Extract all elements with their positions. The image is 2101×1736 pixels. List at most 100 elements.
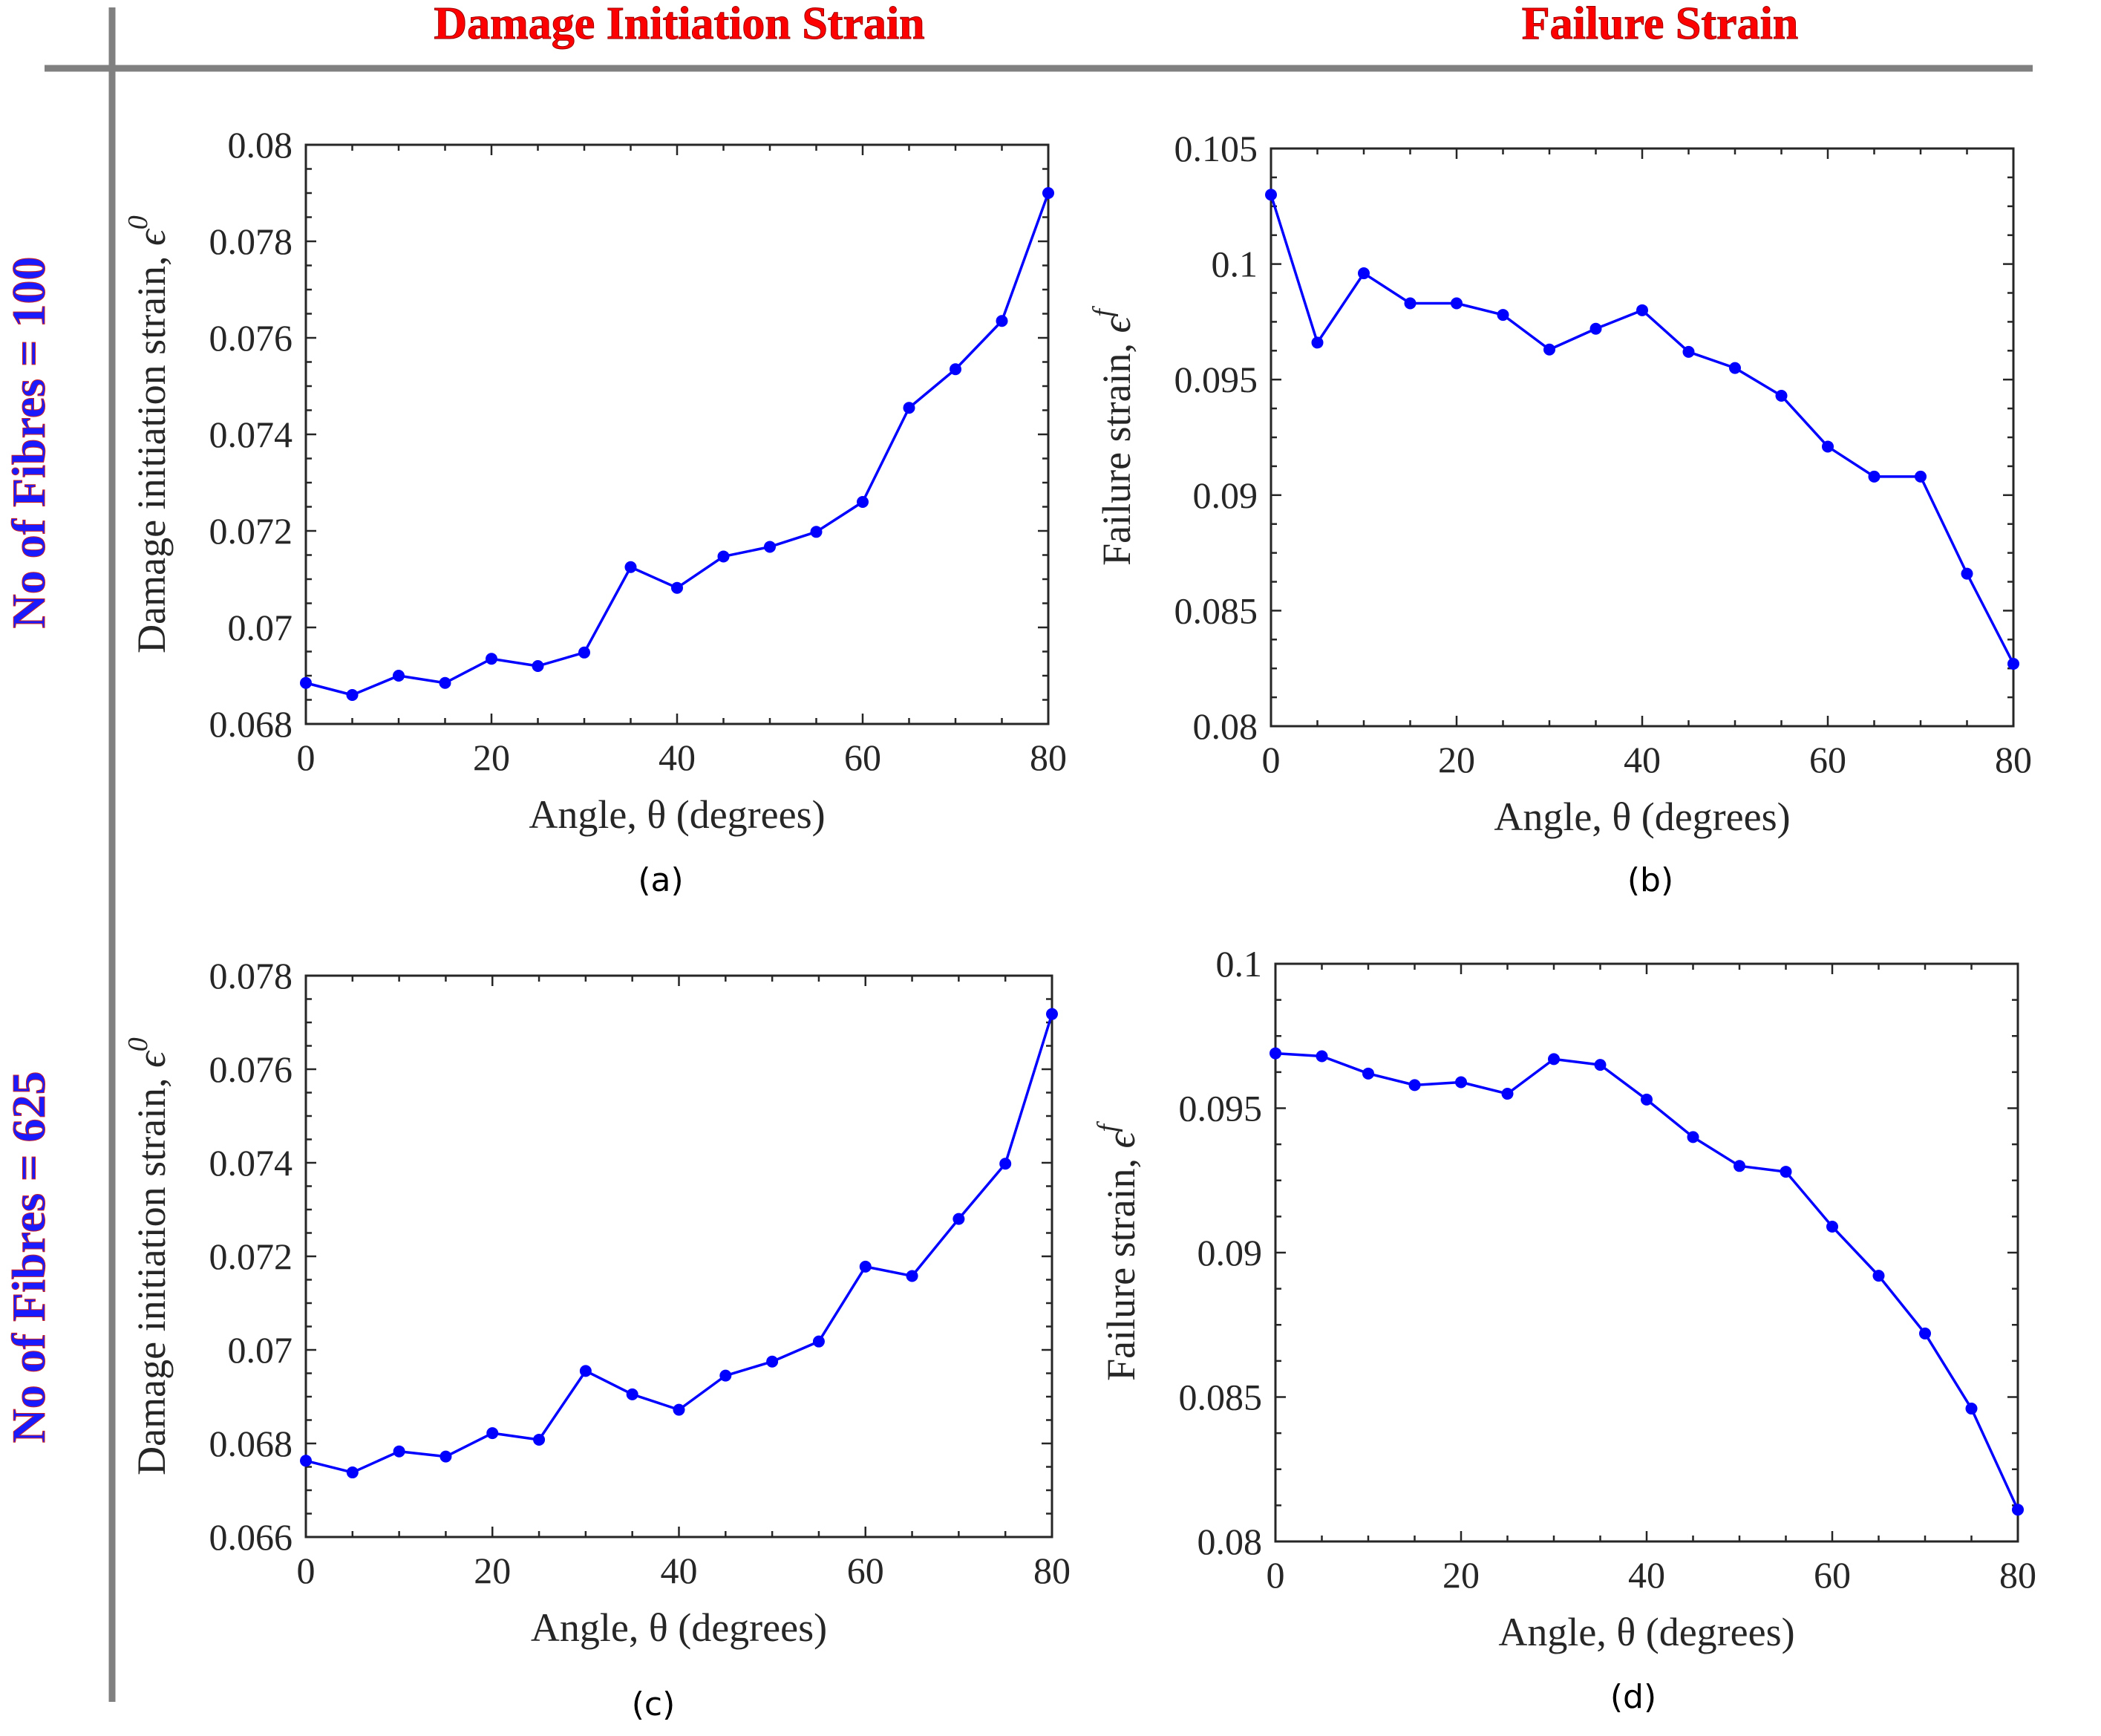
data-point — [671, 581, 683, 594]
data-point — [1775, 389, 1788, 402]
column-header-failure-strain: Failure Strain — [1522, 0, 1799, 49]
x-tick-label: 60 — [847, 1550, 884, 1591]
data-point — [1729, 362, 1741, 374]
data-point — [393, 1445, 405, 1458]
data-point — [486, 1427, 499, 1440]
x-tick-label: 0 — [1262, 739, 1281, 780]
y-tick-label: 0.076 — [209, 317, 293, 359]
data-point — [999, 1158, 1012, 1170]
x-tick-label: 20 — [474, 1550, 511, 1591]
x-tick-label: 80 — [1999, 1554, 2036, 1596]
y-tick-label: 0.1 — [1212, 244, 1258, 285]
y-axis-label-symbol: ϵ — [1099, 1130, 1143, 1148]
x-tick-label: 60 — [1809, 739, 1846, 780]
plot-frame — [1274, 962, 2019, 1543]
data-point — [1589, 322, 1602, 335]
y-tick-label: 0.074 — [209, 1142, 293, 1184]
data-point — [1046, 1008, 1058, 1020]
data-point — [859, 1260, 872, 1273]
data-point — [673, 1403, 685, 1416]
data-point — [719, 1369, 732, 1382]
y-axis-label-text: Failure strain, — [1094, 333, 1139, 565]
data-point — [950, 363, 961, 376]
y-axis-label-text: Failure strain, — [1099, 1148, 1143, 1380]
data-point — [764, 541, 776, 553]
data-point — [440, 1450, 452, 1463]
x-tick-label: 60 — [1814, 1554, 1851, 1596]
y-tick-label: 0.074 — [209, 414, 293, 455]
data-point — [996, 315, 1008, 327]
x-axis-label: Angle, θ (degrees) — [529, 792, 825, 837]
y-tick-label: 0.066 — [209, 1516, 293, 1558]
y-tick-label: 0.072 — [209, 510, 293, 552]
x-tick-label: 40 — [661, 1550, 698, 1591]
data-point — [1919, 1327, 1931, 1339]
x-tick-label: 0 — [297, 1550, 316, 1591]
data-point — [1316, 1050, 1328, 1063]
y-axis-label-superscript: 0 — [122, 215, 154, 229]
row-header-625-fibres: No of Fibres = 625 — [2, 1071, 55, 1443]
data-point — [579, 1365, 592, 1377]
y-tick-label: 0.095 — [1174, 359, 1258, 400]
y-axis-label-text: Damage initiation strain, — [129, 246, 174, 653]
y-axis-label-superscript: f — [1088, 306, 1119, 317]
y-tick-label: 0.068 — [209, 703, 293, 745]
data-point — [2007, 657, 2019, 670]
data-point — [1872, 1270, 1885, 1282]
data-point — [812, 1335, 825, 1348]
data-point — [1270, 1047, 1281, 1060]
y-tick-label: 0.085 — [1179, 1377, 1263, 1418]
data-point — [857, 496, 869, 508]
y-axis-label-text: Damage initiation strain, — [129, 1068, 174, 1475]
y-tick-label: 0.09 — [1193, 474, 1258, 516]
data-point — [1734, 1160, 1745, 1172]
chart-panel-1: 0 20 40 60 80 0.068 0.07 0.072 0.074 0.076 0.078 0.… — [122, 124, 1067, 899]
y-tick-label: 0.078 — [209, 221, 293, 262]
data-point — [1868, 470, 1881, 483]
y-axis-label: Damage initiation strain, ϵ0 — [122, 1037, 174, 1475]
x-axis-label: Angle, θ (degrees) — [531, 1605, 827, 1650]
data-point — [1408, 1079, 1421, 1091]
series-line — [1270, 194, 2015, 665]
y-axis-label-symbol: ϵ — [1094, 315, 1139, 333]
data-point — [1826, 1220, 1838, 1233]
series-line — [305, 192, 1050, 696]
y-tick-label: 0.072 — [209, 1236, 293, 1277]
y-tick-label: 0.08 — [1197, 1521, 1263, 1562]
data-point — [439, 676, 451, 689]
chart-panel-3: 0 20 40 60 80 0.066 0.068 0.07 0.072 0.074 0.076 0.… — [122, 955, 1071, 1723]
y-tick-label: 0.08 — [1193, 705, 1258, 747]
data-point — [1641, 1093, 1653, 1106]
data-point — [717, 550, 730, 563]
y-tick-label: 0.1 — [1216, 943, 1263, 985]
data-point — [346, 689, 359, 701]
data-point — [1311, 336, 1324, 349]
y-tick-label: 0.068 — [209, 1423, 293, 1464]
x-tick-label: 60 — [844, 737, 881, 778]
y-axis-label-superscript: f — [1092, 1121, 1123, 1132]
data-point — [1265, 189, 1277, 201]
y-axis-label: Damage initiation strain, ϵ0 — [122, 215, 174, 653]
data-point — [1543, 343, 1555, 356]
x-tick-label: 20 — [1442, 1554, 1480, 1596]
data-point — [953, 1213, 965, 1225]
data-point — [1358, 267, 1370, 280]
x-tick-label: 20 — [1438, 739, 1475, 780]
x-tick-label: 80 — [1030, 737, 1067, 778]
data-point — [1501, 1088, 1514, 1100]
data-point — [1780, 1166, 1792, 1178]
y-tick-label: 0.095 — [1179, 1088, 1263, 1129]
data-point — [1822, 440, 1834, 453]
data-point — [1961, 567, 1973, 580]
series-line — [1275, 1051, 2019, 1510]
data-point — [1687, 1131, 1699, 1143]
plot-frame — [1270, 147, 2015, 728]
y-tick-label: 0.105 — [1174, 128, 1258, 169]
y-tick-label: 0.085 — [1174, 590, 1258, 631]
x-tick-label: 40 — [1624, 739, 1661, 780]
data-point — [1497, 309, 1509, 322]
y-tick-label: 0.09 — [1197, 1232, 1263, 1273]
y-axis-label-symbol: ϵ — [129, 228, 174, 246]
data-point — [578, 646, 590, 659]
